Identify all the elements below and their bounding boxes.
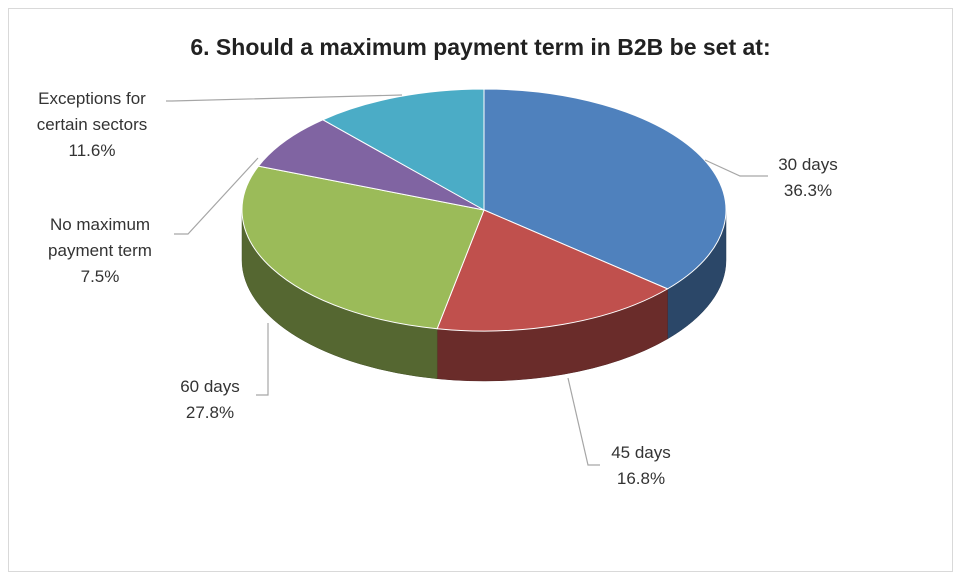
- pie-slice: [483, 88, 727, 290]
- data-label: 30 days 36.3%: [768, 152, 848, 204]
- category-label: 45 days: [611, 443, 671, 462]
- category-label: No maximum payment term: [48, 215, 152, 260]
- value-label: 16.8%: [616, 469, 666, 488]
- data-label: 60 days 27.8%: [160, 374, 260, 426]
- value-label: 36.3%: [783, 181, 833, 200]
- leader-line: [174, 157, 259, 235]
- leader-line: [256, 323, 269, 396]
- chart-title: 6. Should a maximum payment term in B2B …: [190, 34, 771, 60]
- value-label: 7.5%: [80, 267, 120, 286]
- data-label: 45 days 16.8%: [596, 440, 686, 492]
- value-label: 27.8%: [185, 403, 235, 422]
- pie-slice: [436, 209, 669, 332]
- leader-line: [166, 94, 403, 102]
- category-label: Exceptions for certain sectors: [36, 89, 148, 134]
- pie-slice: [241, 165, 485, 330]
- value-label: 11.6%: [68, 141, 116, 160]
- leader-line: [704, 159, 768, 177]
- pie-slice: [257, 119, 485, 211]
- pie-slice: [321, 88, 485, 211]
- data-label: No maximum payment term 7.5%: [30, 212, 170, 290]
- category-label: 30 days: [778, 155, 838, 174]
- leader-line: [567, 377, 600, 466]
- category-label: 60 days: [180, 377, 240, 396]
- data-label: Exceptions for certain sectors 11.6%: [12, 86, 172, 164]
